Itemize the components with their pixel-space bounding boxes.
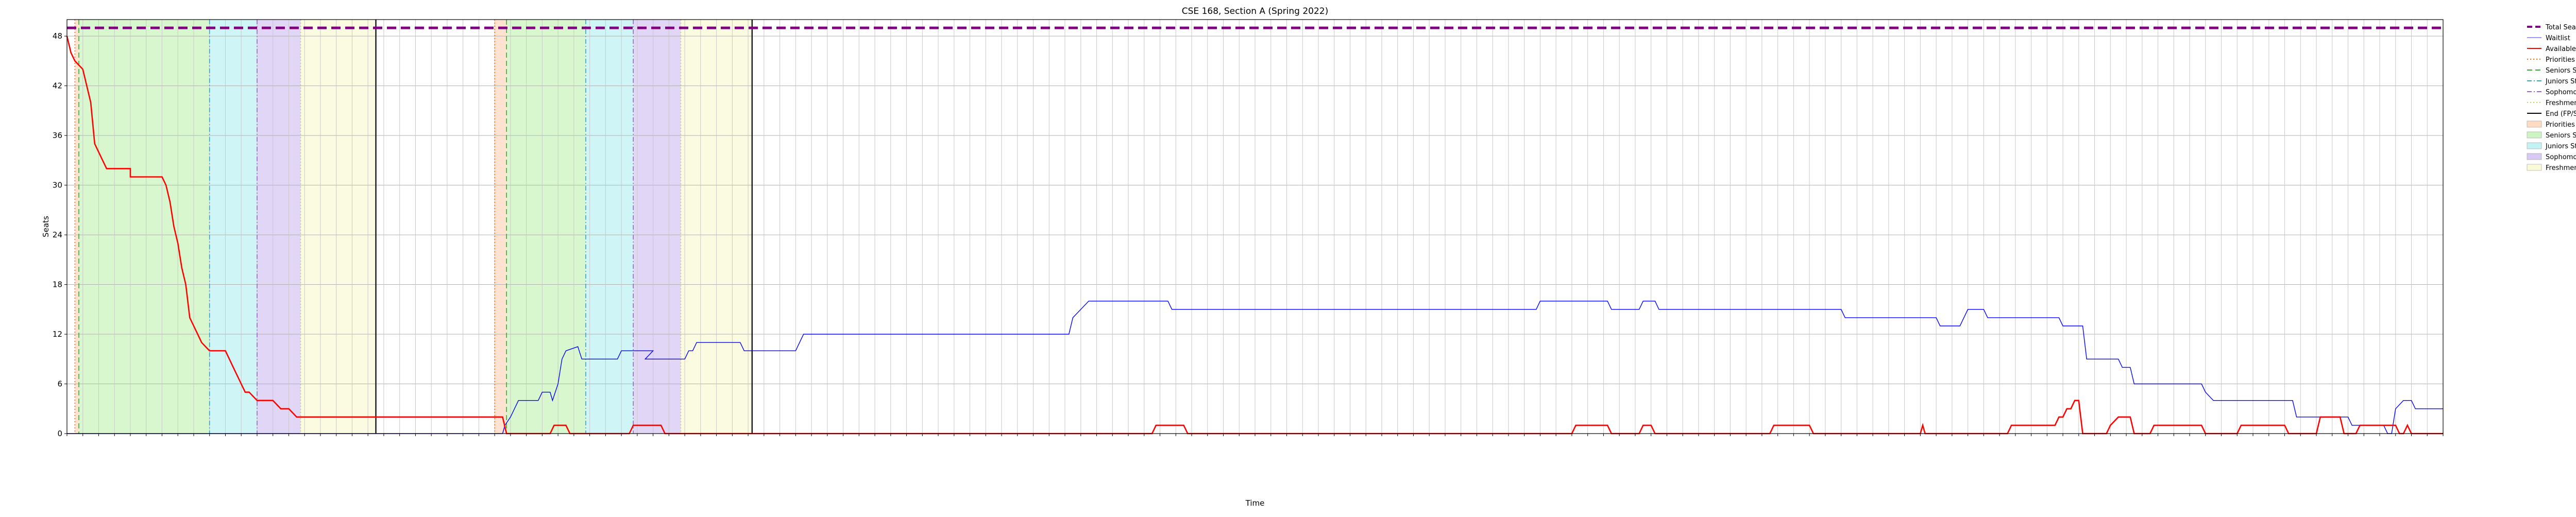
legend-label-seniors-start: Seniors Start [2546,132,2576,140]
y-axis-label: Seats [41,216,50,237]
legend-label-priorities-start: Priorities Start [2546,121,2576,129]
legend-label-freshmen-start: Freshmen Start [2546,164,2576,172]
legend: Total Seats Waitlist Available Priorities S… [2527,24,2576,172]
legend-label-waitlist: Waitlist [2546,35,2570,42]
legend-label-end-fp-sp-: End (FP/SP) [2546,110,2576,118]
legend-label-total-seats: Total Seats [2545,24,2576,31]
shaded-period-priorities-start [75,20,79,434]
shaded-period-sophomores-start [633,20,681,434]
legend-patch-juniors-start [2527,142,2542,149]
legend-label-seniors-start: Seniors Start [2546,67,2576,75]
series-line-waitlist [67,301,2443,434]
y-tick-label: 42 [53,81,62,91]
y-tick-label: 36 [53,131,62,140]
shaded-period-sophomores-start [257,20,301,434]
legend-label-freshmen-start: Freshmen Start [2546,99,2576,107]
period-shading-layer [75,20,752,434]
series-layer [66,26,2443,435]
grid-layer [66,20,2444,434]
series-line-available [66,36,2443,435]
legend-label-available: Available [2546,45,2576,53]
y-tick-label: 6 [57,380,62,389]
shaded-period-juniors-start [209,20,257,434]
y-tick-label: 0 [57,429,62,438]
shaded-period-seniors-start [79,20,210,434]
shaded-period-juniors-start [585,20,634,434]
axes-layer: 0 6 12 18 24 30 36 42 48 [53,19,2444,438]
legend-label-sophomores-start: Sophomores Start [2546,89,2576,96]
x-axis-label: Time [1245,498,1265,508]
shaded-period-priorities-start [495,20,507,434]
y-tick-label: 12 [53,330,62,339]
legend-patch-freshmen-start [2527,164,2542,171]
legend-label-sophomores-start: Sophomores Start [2546,153,2576,161]
y-tick-label: 18 [53,280,62,289]
legend-patch-priorities-start [2527,120,2542,128]
y-tick-label: 24 [53,230,62,239]
y-tick-label: 30 [53,181,62,190]
legend-label-juniors-start: Juniors Start [2545,78,2576,85]
legend-patch-seniors-start [2527,131,2542,139]
shaded-period-freshmen-start [300,20,376,434]
plot-frame [66,19,2444,434]
legend-label-juniors-start: Juniors Start [2545,143,2576,150]
y-tick-label: 48 [53,31,62,41]
legend-patch-sophomores-start [2527,153,2542,160]
shaded-period-seniors-start [506,20,586,434]
chart-title: CSE 168, Section A (Spring 2022) [1182,6,1328,16]
marker-line-layer [74,20,753,434]
legend-label-priorities-start: Priorities Start [2546,56,2576,64]
